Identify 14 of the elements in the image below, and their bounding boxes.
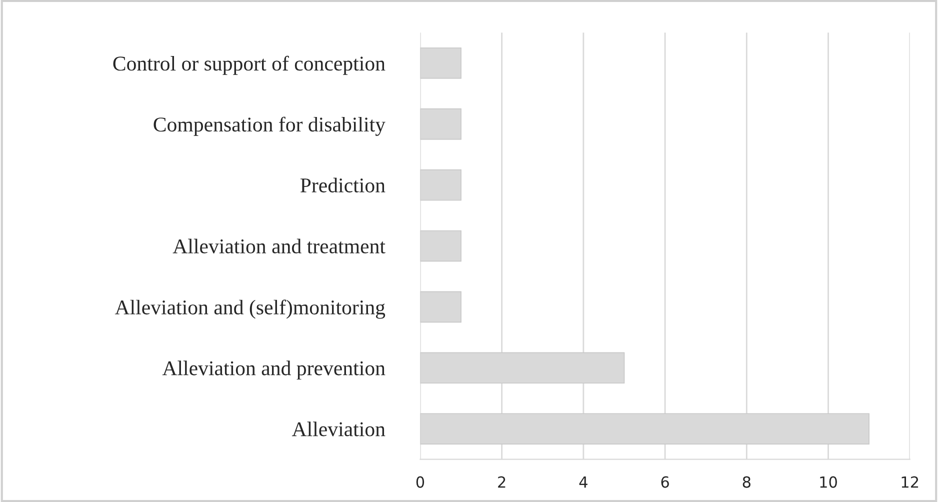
x-tick-label: 10 [820,476,837,488]
x-tick-label: 2 [498,476,506,488]
y-tick-label: Control or support of conception [113,56,386,75]
y-tick-label: Prediction [300,178,386,192]
x-tick-label: 8 [742,476,750,488]
y-tick-label: Alleviation and (self)monitoring [114,300,386,319]
y-tick-label: Alleviation [292,422,386,436]
x-tick-label: 12 [902,476,918,488]
y-tick-label: Alleviation and treatment [172,238,386,254]
y-tick-label: Alleviation and prevention [162,360,386,380]
x-tick-label: 4 [579,476,588,488]
x-tick-label: 6 [661,476,669,488]
x-tick-label: 0 [416,476,424,488]
y-tick-label: Compensation for disability [154,116,386,136]
